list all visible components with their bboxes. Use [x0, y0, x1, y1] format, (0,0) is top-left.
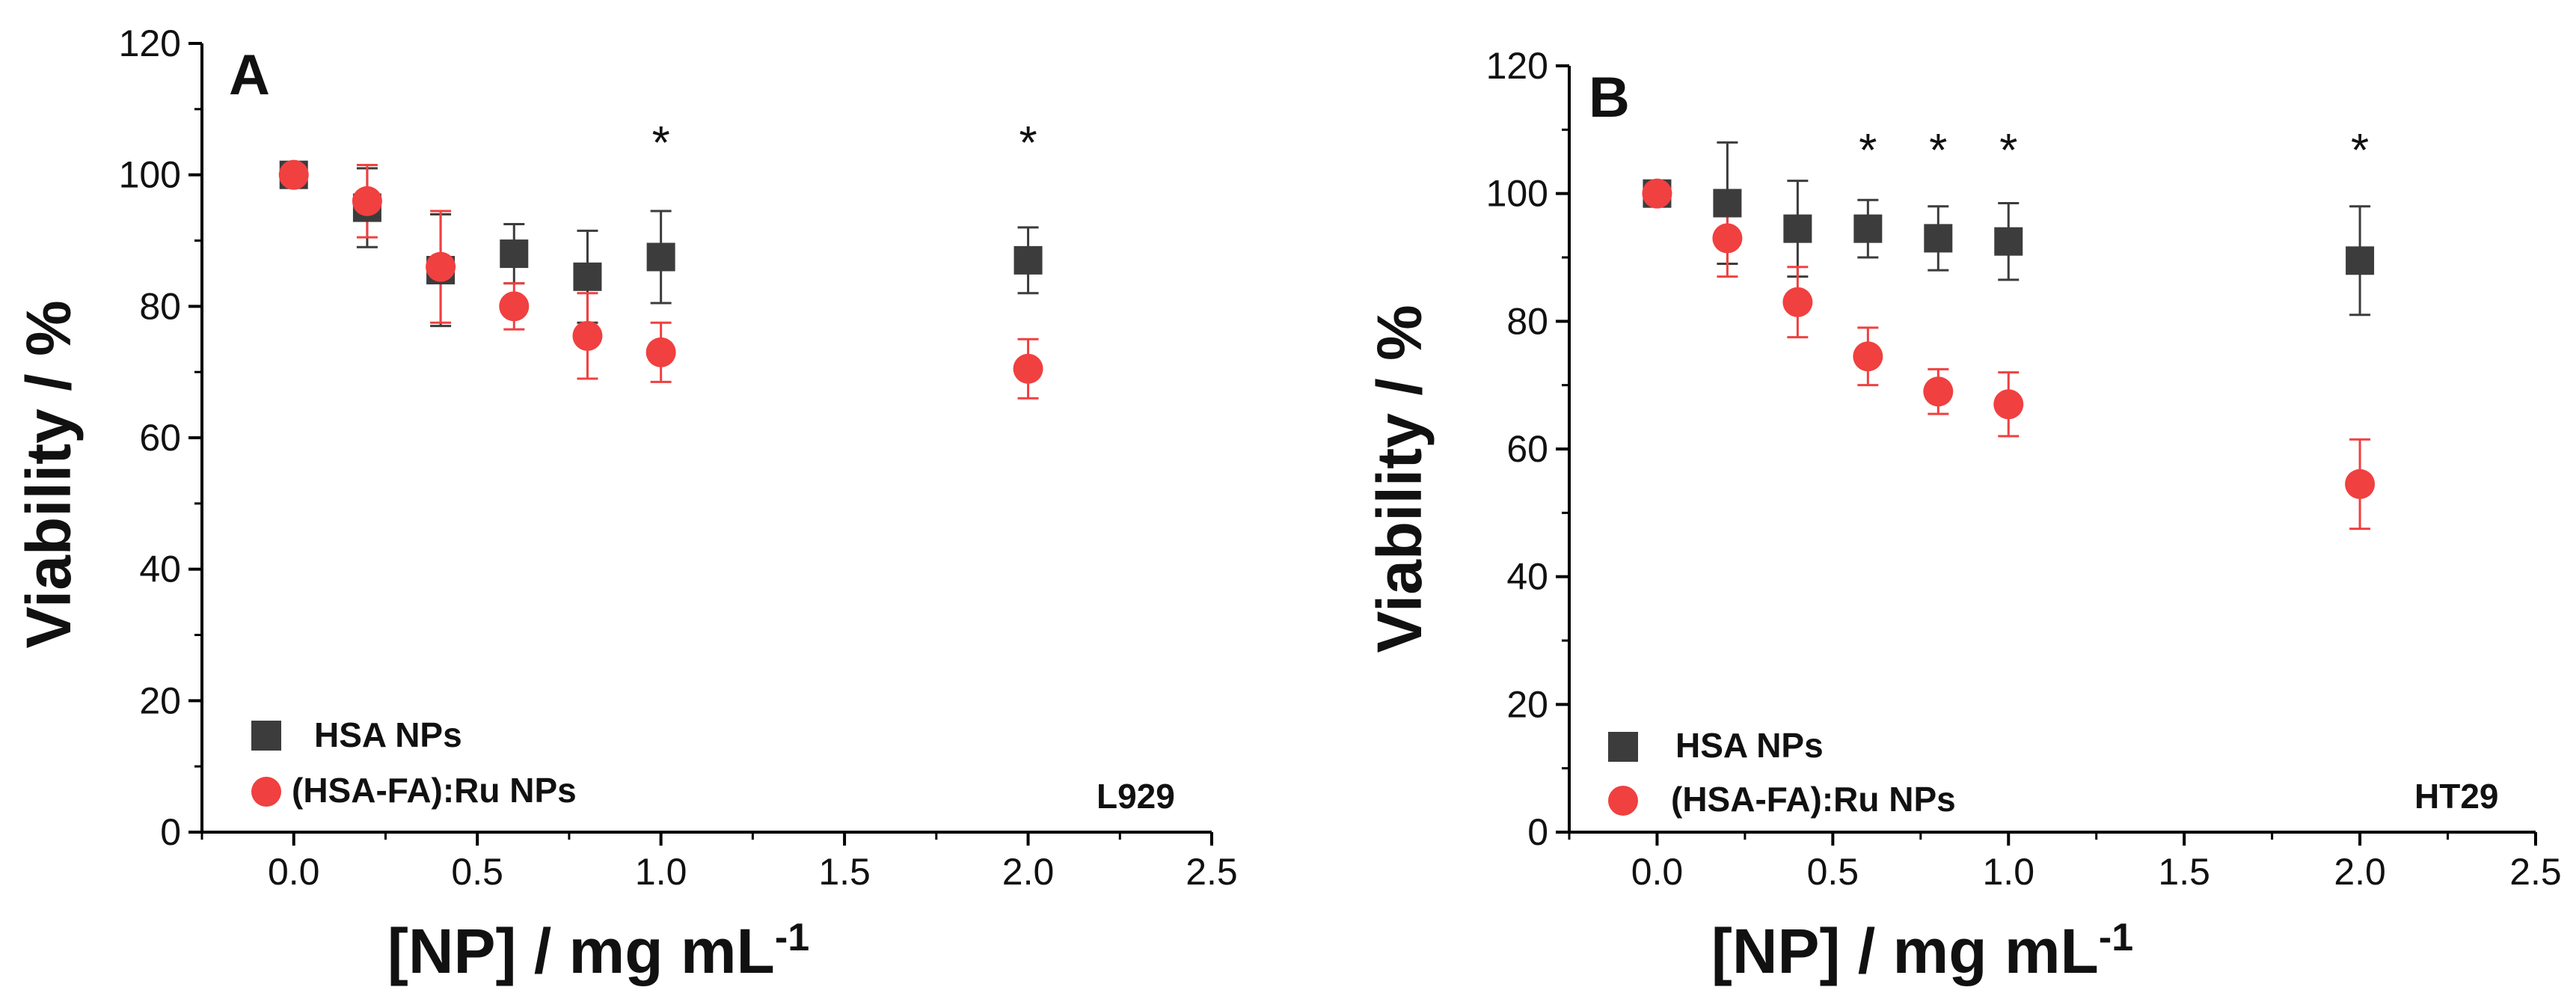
significance-star: * — [1999, 125, 2017, 177]
data-point-ru — [278, 159, 309, 190]
data-point-hsa — [1853, 214, 1883, 243]
y-axis-title: Viability / % — [13, 300, 84, 648]
significance-star: * — [1859, 125, 1877, 177]
y-tick-label: 20 — [139, 679, 181, 721]
data-point-ru — [426, 251, 456, 282]
x-axis-title: [NP] / mg mL-1 — [387, 916, 809, 986]
x-tick-label: 1.5 — [818, 851, 871, 893]
data-point-ru — [499, 291, 530, 322]
y-tick-label: 0 — [1527, 811, 1548, 853]
x-tick-label: 2.0 — [2334, 851, 2386, 893]
y-tick-label: 60 — [139, 417, 181, 459]
data-point-hsa — [1924, 224, 1953, 253]
data-point-ru — [572, 320, 603, 351]
data-point-hsa — [1013, 245, 1043, 275]
x-axis-title-text: [NP] / mg mL — [1711, 916, 2099, 986]
x-tick-label: 0.0 — [1631, 851, 1684, 893]
y-tick-label: 120 — [119, 22, 181, 64]
x-tick-label: 1.5 — [2158, 851, 2210, 893]
y-tick-label: 40 — [139, 549, 181, 590]
legend-label-ru: (HSA-FA):Ru NPs — [1671, 780, 1956, 819]
data-point-hsa — [573, 262, 602, 291]
x-axis-title-sup: -1 — [2099, 916, 2133, 959]
data-point-hsa — [2346, 246, 2375, 275]
data-point-ru — [1712, 223, 1743, 254]
data-point-ru — [352, 186, 382, 216]
panel-label-a: A — [229, 43, 270, 107]
data-point-ru — [1923, 376, 1954, 407]
data-marks-layer — [1642, 178, 2376, 499]
error-bar-layer — [356, 163, 1039, 400]
x-tick-label: 0.0 — [268, 851, 320, 893]
data-point-hsa — [1783, 214, 1812, 243]
y-tick-label: 100 — [119, 154, 181, 196]
data-point-ru — [1782, 287, 1813, 317]
legend-label-hsa: HSA NPs — [314, 715, 462, 754]
legend-marker-hsa — [251, 721, 281, 751]
chart-panel-a: 0 20 40 60 80 100 120 0.0 0.5 1.0 1.5 2.0 2.5 * * A L9… — [13, 22, 1238, 986]
data-point-hsa — [646, 242, 675, 272]
data-point-hsa — [500, 239, 529, 269]
y-tick-label: 40 — [1506, 556, 1548, 598]
y-tick-label: 0 — [160, 811, 181, 853]
legend-marker-ru — [1608, 786, 1638, 816]
significance-star: * — [1019, 117, 1037, 169]
legend-marker-ru — [251, 777, 281, 807]
x-tick-label: 1.0 — [1983, 851, 2035, 893]
data-marks-layer — [278, 159, 1043, 384]
y-tick-label: 80 — [1506, 300, 1548, 342]
cell-line-label: L929 — [1097, 777, 1175, 816]
x-tick-label: 2.0 — [1002, 851, 1055, 893]
y-tick-label: 80 — [139, 285, 181, 327]
x-axis-title-sup: -1 — [775, 916, 809, 959]
cell-line-label: HT29 — [2414, 777, 2498, 816]
x-tick-label: 2.5 — [2509, 851, 2562, 893]
data-point-ru — [1853, 341, 1883, 372]
y-tick-label: 60 — [1506, 428, 1548, 470]
panel-label-b: B — [1589, 66, 1630, 129]
legend-label-hsa: HSA NPs — [1675, 726, 1824, 765]
significance-star: * — [1929, 125, 1947, 177]
x-tick-label: 1.0 — [635, 851, 687, 893]
data-point-hsa — [1713, 189, 1742, 218]
y-axis-title: Viability / % — [1364, 305, 1435, 653]
x-tick-label: 0.5 — [451, 851, 503, 893]
legend-label-ru: (HSA-FA):Ru NPs — [292, 771, 577, 810]
y-tick-label: 100 — [1486, 173, 1548, 215]
y-tick-label: 20 — [1506, 683, 1548, 725]
axes-layer: 0 20 40 60 80 100 120 0.0 0.5 1.0 1.5 2.0 2.5 * * — [119, 22, 1238, 893]
x-axis-title-text: [NP] / mg mL — [387, 916, 775, 986]
data-point-ru — [1013, 353, 1043, 384]
significance-star: * — [2351, 125, 2369, 177]
data-point-ru — [2345, 468, 2376, 499]
x-axis-title: [NP] / mg mL-1 — [1711, 916, 2133, 986]
x-tick-label: 0.5 — [1807, 851, 1859, 893]
x-tick-label: 2.5 — [1186, 851, 1238, 893]
data-point-ru — [645, 337, 676, 367]
data-point-hsa — [1994, 227, 2023, 256]
data-point-ru — [1642, 178, 1672, 209]
significance-star: * — [652, 117, 670, 169]
legend: HSA NPs (HSA-FA):Ru NPs — [251, 715, 577, 810]
data-point-ru — [1993, 389, 2024, 420]
error-bar-layer — [1717, 141, 2371, 531]
legend-marker-hsa — [1608, 732, 1638, 762]
legend: HSA NPs (HSA-FA):Ru NPs — [1608, 726, 1956, 819]
y-tick-label: 120 — [1486, 45, 1548, 87]
axes-layer: 0 20 40 60 80 100 120 0.0 0.5 1.0 1.5 2.0 2.5 * * * * — [1486, 45, 2562, 893]
